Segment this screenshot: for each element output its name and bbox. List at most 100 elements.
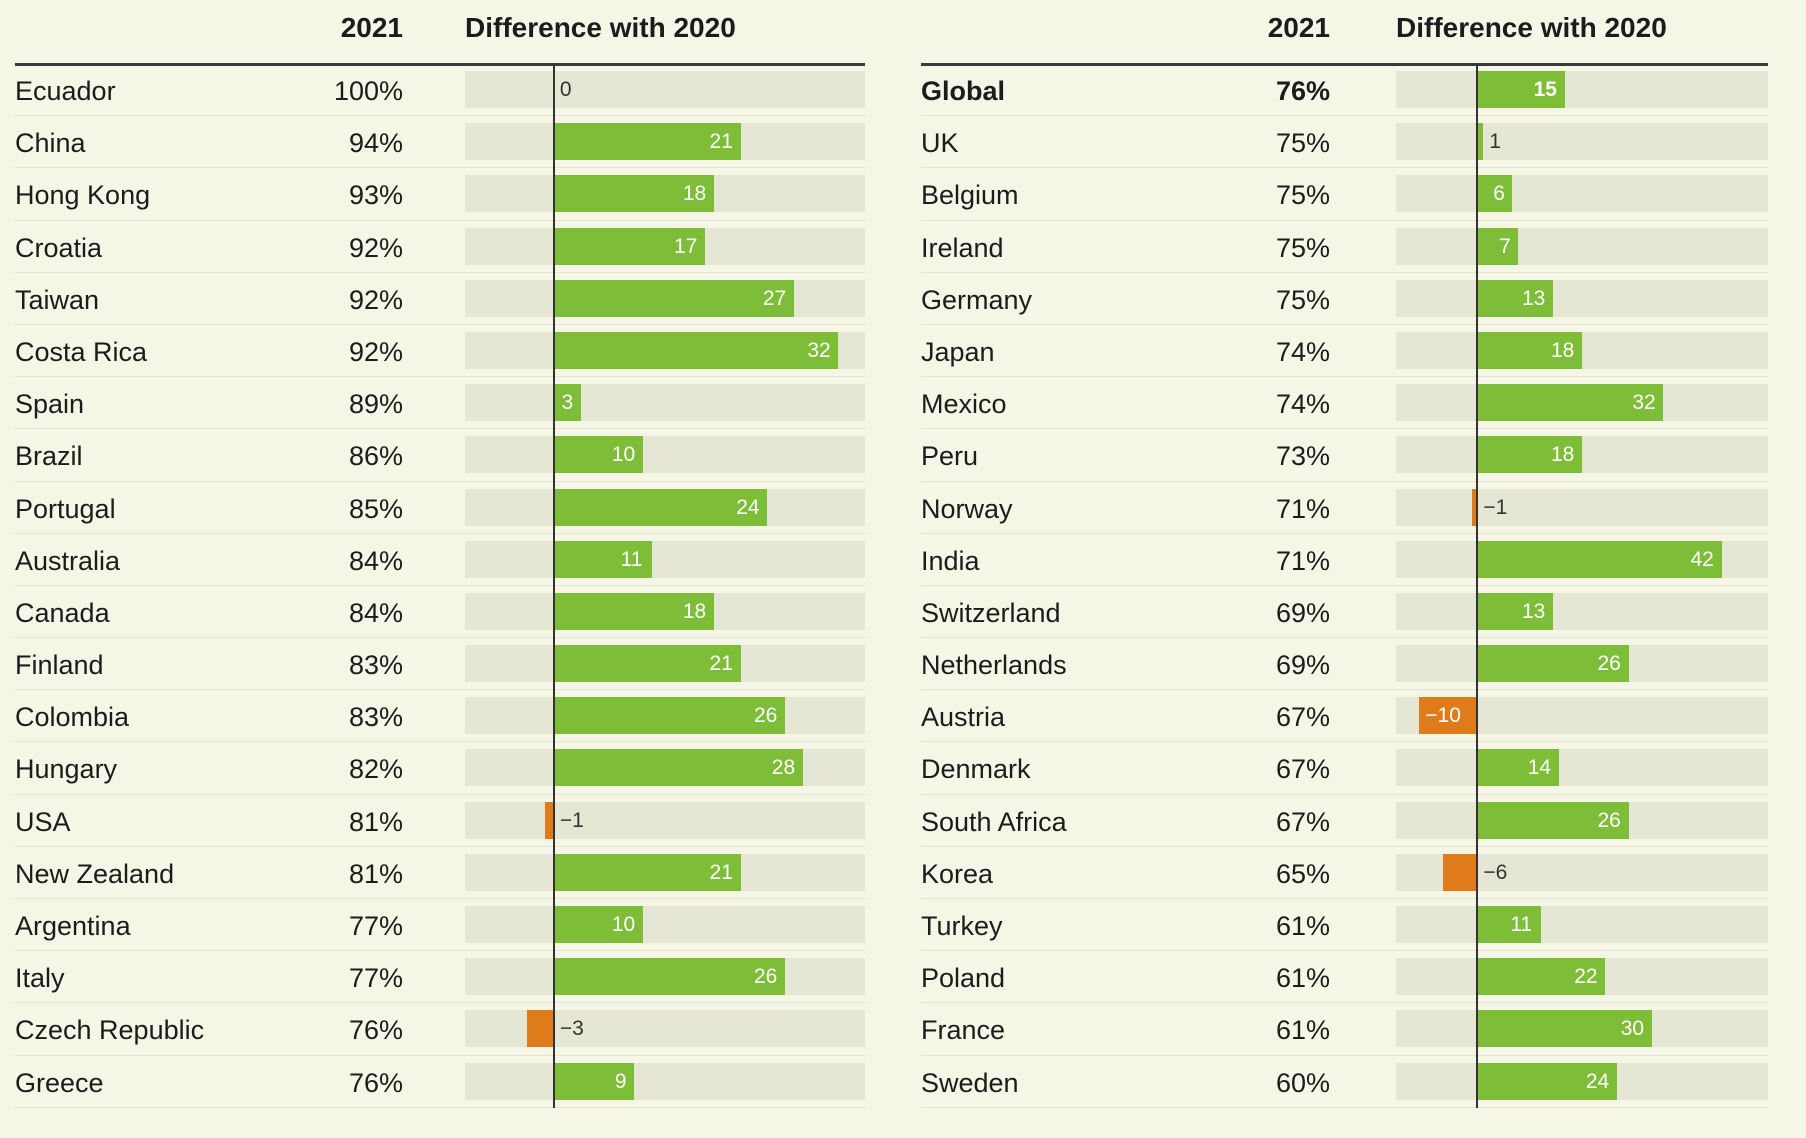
bar-track: −1 xyxy=(465,801,865,839)
table-row: Japan 74% 18 xyxy=(921,325,1768,378)
bar-track: 26 xyxy=(1396,801,1768,839)
difference-label: 26 xyxy=(754,704,778,728)
difference-bar xyxy=(553,853,741,891)
country-label: Turkey xyxy=(921,911,1003,941)
column-header-2021: 2021 xyxy=(1267,12,1330,43)
bar-track: 21 xyxy=(465,645,865,683)
country-label: France xyxy=(921,1015,1006,1046)
value-2021: 65% xyxy=(1275,858,1330,889)
difference-bar xyxy=(553,175,714,213)
bar-track: 10 xyxy=(465,906,865,943)
bar-track: 22 xyxy=(1396,958,1768,996)
bar-track: −3 xyxy=(465,1010,865,1048)
difference-bar xyxy=(1477,1010,1652,1048)
country-label: Brazil xyxy=(15,441,83,472)
column-header-2021: 2021 xyxy=(340,12,403,43)
value-2021: 85% xyxy=(348,493,403,524)
value-2021: 76% xyxy=(348,1067,403,1098)
left-table: 2021 Difference with 2020 Ecuador 100% 0 Ch… xyxy=(15,0,865,1108)
difference-bar xyxy=(1477,540,1722,578)
bar-track: 1 xyxy=(1396,123,1768,161)
table-row: Czech Republic 76% −3 xyxy=(15,1003,865,1056)
table-row: Canada 84% 18 xyxy=(15,586,865,639)
table-row: France 61% 30 xyxy=(921,1003,1768,1056)
difference-label: 21 xyxy=(709,652,733,676)
value-2021: 67% xyxy=(1275,806,1330,837)
bar-track: −1 xyxy=(1396,488,1768,526)
table-row: Turkey 61% 11 xyxy=(921,899,1768,952)
bar-track: 17 xyxy=(465,227,865,265)
value-2021: 81% xyxy=(348,806,403,837)
difference-bar xyxy=(553,645,741,683)
table-row: Italy 77% 26 xyxy=(15,951,865,1004)
value-2021: 71% xyxy=(1275,493,1330,524)
difference-label: −1 xyxy=(1483,495,1508,519)
country-label: Ireland xyxy=(921,232,1004,263)
bar-track: 3 xyxy=(465,384,865,422)
difference-label: 22 xyxy=(1574,965,1598,989)
bar-track: 28 xyxy=(465,749,865,787)
difference-bar xyxy=(553,384,581,422)
difference-bar xyxy=(553,331,839,369)
table-rows: Global 76% 15 UK 75% 1 Belgium 75% 6 Ireland 75% 7 G… xyxy=(921,64,1768,1108)
difference-label: 28 xyxy=(771,756,796,780)
difference-label: 11 xyxy=(1510,913,1533,936)
bar-track: 11 xyxy=(465,540,865,578)
zero-axis-line xyxy=(1476,64,1479,1108)
difference-bar xyxy=(1477,331,1582,369)
country-label: Sweden xyxy=(921,1067,1019,1098)
value-2021: 92% xyxy=(348,336,403,367)
value-2021: 76% xyxy=(348,1015,403,1046)
difference-bar xyxy=(553,123,741,161)
bar-track: 32 xyxy=(1396,384,1768,422)
country-label: New Zealand xyxy=(15,858,175,889)
difference-label: −10 xyxy=(1425,704,1461,728)
difference-label: 9 xyxy=(614,1069,627,1093)
table-row: Sweden 60% 24 xyxy=(921,1056,1768,1108)
column-header-difference: Difference with 2020 xyxy=(1396,12,1667,43)
country-label: Hong Kong xyxy=(15,180,151,211)
difference-label: 13 xyxy=(1521,286,1546,310)
country-label: Peru xyxy=(921,441,979,472)
bar-track: 13 xyxy=(1396,279,1768,317)
value-2021: 75% xyxy=(1275,284,1330,315)
difference-label: 26 xyxy=(1597,652,1621,676)
country-label: Norway xyxy=(921,493,1013,524)
country-label: India xyxy=(921,545,980,576)
value-2021: 61% xyxy=(1275,911,1330,941)
difference-label: 30 xyxy=(1620,1017,1645,1041)
value-2021: 83% xyxy=(348,702,403,733)
difference-label: 10 xyxy=(611,443,636,467)
table-row: Australia 84% 11 xyxy=(15,534,865,586)
bar-track: 27 xyxy=(465,279,865,317)
value-2021: 83% xyxy=(348,650,403,681)
value-2021: 93% xyxy=(348,180,403,211)
difference-label: 26 xyxy=(754,965,778,989)
difference-bar xyxy=(1477,906,1542,943)
bar-track: 0 xyxy=(465,71,865,108)
value-2021: 75% xyxy=(1275,128,1330,159)
table-row: Finland 83% 21 xyxy=(15,638,865,691)
value-2021: 60% xyxy=(1275,1067,1330,1098)
difference-label: 3 xyxy=(561,391,574,415)
country-label: Argentina xyxy=(15,911,131,941)
table-row: USA 81% −1 xyxy=(15,795,865,847)
country-label: Finland xyxy=(15,650,104,681)
bar-track: 18 xyxy=(1396,436,1768,474)
difference-label: 21 xyxy=(709,860,733,884)
country-label: Poland xyxy=(921,963,1006,994)
table-row: Brazil 86% 10 xyxy=(15,429,865,482)
country-label: Switzerland xyxy=(921,597,1061,628)
bar-track: 18 xyxy=(465,175,865,213)
difference-bar xyxy=(1477,801,1629,839)
table-row: Hong Kong 93% 18 xyxy=(15,168,865,221)
country-label: Czech Republic xyxy=(15,1015,205,1046)
difference-label: 32 xyxy=(1632,391,1656,415)
value-2021: 77% xyxy=(348,963,403,994)
country-label: Spain xyxy=(15,389,85,420)
table-row: Germany 75% 13 xyxy=(921,273,1768,325)
table-row: Ireland 75% 7 xyxy=(921,221,1768,273)
country-label: China xyxy=(15,128,86,159)
table-row: Belgium 75% 6 xyxy=(921,168,1768,221)
difference-bar xyxy=(553,227,705,265)
